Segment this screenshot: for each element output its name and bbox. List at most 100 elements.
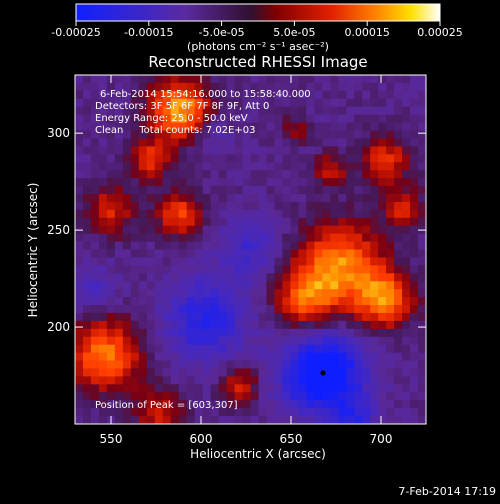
flux-pixel <box>218 201 227 211</box>
flux-pixel <box>194 130 204 139</box>
flux-pixel <box>114 106 124 116</box>
flux-pixel <box>322 193 331 203</box>
flux-pixel <box>154 328 164 338</box>
flux-pixel <box>186 225 196 235</box>
flux-pixel <box>154 225 164 235</box>
flux-pixel <box>130 138 140 147</box>
flux-pixel <box>394 328 403 338</box>
flux-pixel <box>330 241 339 250</box>
flux-pixel <box>154 312 164 322</box>
flux-pixel <box>290 305 299 314</box>
flux-pixel <box>114 122 124 131</box>
flux-pixel <box>258 122 267 131</box>
flux-pixel <box>362 225 371 235</box>
flux-pixel <box>402 328 411 338</box>
flux-pixel <box>75 241 84 250</box>
flux-pixel <box>338 281 347 290</box>
flux-pixel <box>75 146 84 155</box>
flux-pixel <box>250 281 259 290</box>
flux-pixel <box>266 170 275 179</box>
flux-pixel <box>298 305 307 314</box>
flux-pixel <box>378 186 387 195</box>
flux-pixel <box>106 146 116 155</box>
flux-pixel <box>90 98 100 108</box>
flux-pixel <box>378 305 387 314</box>
flux-pixel <box>226 75 235 84</box>
flux-pixel <box>402 273 411 282</box>
flux-pixel <box>154 297 164 306</box>
flux-pixel <box>298 281 307 290</box>
flux-pixel <box>282 241 291 250</box>
flux-pixel <box>274 408 283 417</box>
flux-pixel <box>154 217 164 227</box>
flux-pixel <box>394 209 403 219</box>
flux-pixel <box>226 305 235 314</box>
flux-pixel <box>146 344 156 354</box>
flux-pixel <box>162 106 172 116</box>
flux-pixel <box>282 384 291 393</box>
flux-pixel <box>266 281 275 290</box>
flux-pixel <box>386 297 395 306</box>
flux-pixel <box>250 138 259 147</box>
flux-pixel <box>410 400 419 409</box>
flux-pixel <box>250 344 259 354</box>
flux-pixel <box>130 376 140 385</box>
flux-pixel <box>258 90 267 100</box>
flux-pixel <box>82 82 92 92</box>
flux-pixel <box>234 225 243 235</box>
flux-pixel <box>178 281 188 290</box>
flux-pixel <box>170 154 180 163</box>
flux-pixel <box>386 162 395 171</box>
flux-pixel <box>106 178 116 187</box>
flux-pixel <box>234 408 243 417</box>
flux-pixel <box>266 273 275 282</box>
flux-pixel <box>146 130 156 139</box>
flux-pixel <box>154 154 164 163</box>
flux-pixel <box>418 416 427 425</box>
flux-pixel <box>290 392 299 401</box>
flux-pixel <box>226 281 235 290</box>
flux-pixel <box>394 170 403 179</box>
flux-pixel <box>378 106 387 116</box>
flux-pixel <box>226 408 235 417</box>
flux-pixel <box>306 249 315 258</box>
flux-pixel <box>362 320 371 330</box>
flux-pixel <box>178 416 188 425</box>
flux-pixel <box>170 209 180 219</box>
flux-pixel <box>418 90 427 100</box>
flux-pixel <box>266 90 275 100</box>
flux-pixel <box>122 178 132 187</box>
flux-pixel <box>82 170 92 179</box>
flux-pixel <box>130 114 140 123</box>
flux-pixel <box>90 249 100 258</box>
flux-pixel <box>266 233 275 242</box>
flux-pixel <box>330 336 339 346</box>
flux-pixel <box>402 98 411 108</box>
flux-pixel <box>298 90 307 100</box>
flux-pixel <box>370 320 379 330</box>
flux-pixel <box>106 138 116 147</box>
flux-pixel <box>75 320 84 330</box>
flux-pixel <box>346 75 355 84</box>
flux-pixel <box>138 162 148 171</box>
flux-pixel <box>306 114 315 123</box>
flux-pixel <box>98 138 108 147</box>
flux-pixel <box>274 82 283 92</box>
flux-pixel <box>210 146 219 155</box>
flux-pixel <box>394 392 403 401</box>
flux-pixel <box>266 178 275 187</box>
flux-pixel <box>114 392 124 401</box>
flux-pixel <box>82 392 92 401</box>
flux-pixel <box>418 320 427 330</box>
flux-pixel <box>98 122 108 131</box>
flux-pixel <box>250 336 259 346</box>
flux-pixel <box>266 297 275 306</box>
flux-pixel <box>386 225 395 235</box>
flux-pixel <box>242 360 251 369</box>
flux-pixel <box>138 178 148 187</box>
flux-pixel <box>306 241 315 250</box>
flux-pixel <box>418 336 427 346</box>
flux-pixel <box>114 114 124 123</box>
flux-pixel <box>362 98 371 108</box>
flux-pixel <box>330 106 339 116</box>
